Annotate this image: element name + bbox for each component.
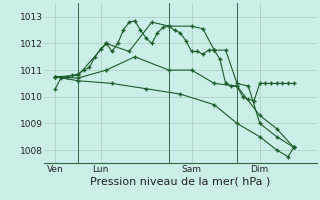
X-axis label: Pression niveau de la mer( hPa ): Pression niveau de la mer( hPa ) <box>90 177 270 187</box>
